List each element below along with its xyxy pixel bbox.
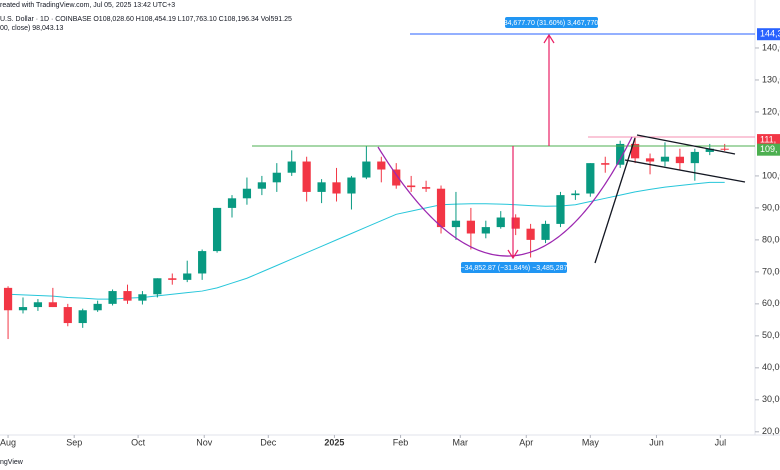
candle-body [481,227,490,234]
y-tick-label: 80,000 [762,234,780,244]
header-line: reated with TradingView.com, Jul 05, 202… [0,2,175,9]
candle-body [377,161,386,170]
x-tick-label: Oct [131,437,146,447]
price-badge [757,28,780,41]
price-badge-label: 111, [760,134,776,144]
footer: ngView [0,459,24,466]
y-tick-label: 20,000 [762,426,780,436]
y-tick-label: 70,000 [762,266,780,276]
candle-body [3,287,13,311]
candle-body [586,163,595,194]
candle-body [421,187,431,189]
x-tick-label: 2025 [324,437,344,447]
candle-body [720,148,729,150]
header-line: U.S. Dollar · 1D · COINBASE O108,028.60 … [0,16,292,23]
x-tick-label: Aug [0,437,16,447]
candle-body [392,169,401,186]
candle-body [212,207,222,252]
x-tick-label: Dec [260,437,277,447]
candle-body [138,294,147,301]
y-tick-label: 100,000 [762,170,780,180]
candle-body [168,278,177,280]
candle-body [257,182,266,189]
arrow-head [507,249,519,260]
y-tick-label: 30,000 [762,394,780,404]
candle-body [705,148,714,152]
axes: 20,000 30,000 40,000 50,000 60,000 70,000 80,0… [0,28,780,447]
x-tick-label: Apr [519,437,533,447]
candle-body [511,217,520,229]
header-line: 00, close) 98,043.13 [0,25,64,32]
candle-body [242,188,252,199]
y-tick-label: 90,000 [762,202,780,212]
candle-body [347,177,356,194]
price-badge [757,143,780,156]
candle-body [153,278,162,295]
candle-body [675,156,685,164]
candle-body [541,223,550,240]
candle-body [690,151,699,164]
candle-body [601,163,610,165]
channel-line [624,159,746,183]
x-tick-label: May [582,437,600,447]
measure-label-box [461,262,567,273]
x-tick-label: Nov [196,437,213,447]
candle-body [108,291,117,304]
candle-body [645,158,655,162]
candle-body [526,228,535,240]
trend-line [594,137,636,264]
candle-body [660,156,670,162]
x-tick-label: Jul [715,437,727,447]
candle-body [198,251,207,274]
candle-body [183,273,192,280]
x-tick-label: Mar [453,437,469,447]
candle-body [33,302,43,308]
cup-curve [377,136,633,257]
candle-body [407,185,416,188]
candle-body [227,198,237,208]
measure-label: 34,677.70 (31.60%) 3,467,770 [504,20,599,27]
y-tick-label: 120,000 [762,106,780,116]
x-tick-label: Feb [393,437,409,447]
candle-body [18,307,28,311]
candle-body [93,303,102,311]
y-tick-label: 130,000 [762,74,780,84]
drawings: 34,677.70 (31.60%) 3,467,770 −34,852.87 … [252,17,755,273]
candle-body [616,143,625,165]
candle-body [78,310,87,324]
candle-body [332,182,341,194]
candle-body [631,143,640,159]
y-tick-label: 140,000 [762,42,780,52]
price-badge-label: 109, [760,144,778,154]
x-tick-label: Jun [649,437,664,447]
y-tick-label: 50,000 [762,330,780,340]
channel-line [636,134,736,155]
candle-body [317,182,326,192]
y-tick-label: 60,000 [762,298,780,308]
candle-body [556,195,565,224]
candle-body [466,220,475,234]
candle-body [123,291,132,301]
candle-body [436,188,446,228]
candle-body [272,172,281,183]
price-badge [757,134,780,147]
price-badge-label: 144,3 [760,29,780,39]
plot [3,137,729,340]
measure-label: −34,852.87 (−31.84%) −3,485,287 [461,265,568,272]
candle-body [48,302,57,308]
candle-body [451,220,461,228]
arrow-head [543,33,555,44]
y-tick-label: 40,000 [762,362,780,372]
candle-body [287,161,296,173]
candle-body [496,217,505,228]
candle-body [302,161,311,192]
candle-body [63,307,72,324]
x-tick-label: Sep [66,437,82,447]
candle-body [362,161,371,178]
candle-body [571,193,580,196]
measure-label-box [505,17,598,28]
